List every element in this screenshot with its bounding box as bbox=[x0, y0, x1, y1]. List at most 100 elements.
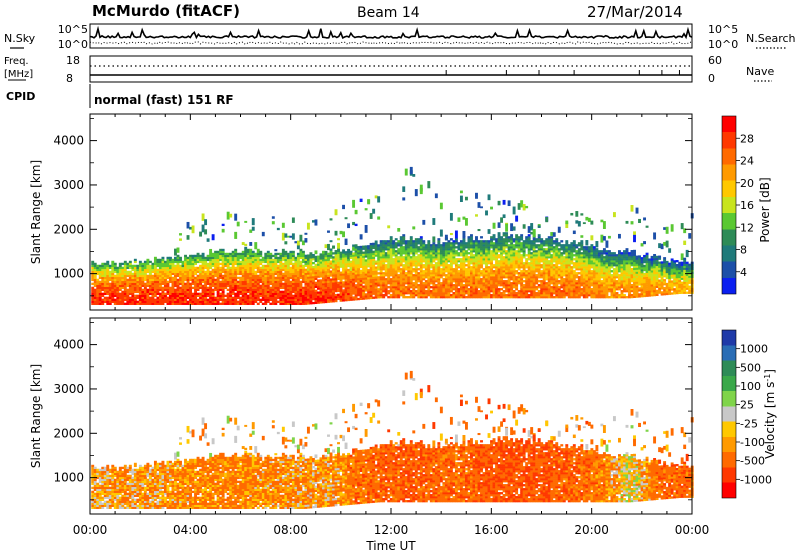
power-cell bbox=[447, 280, 450, 282]
power-cell bbox=[312, 268, 315, 270]
power-cell bbox=[169, 295, 172, 297]
power-cell bbox=[390, 258, 393, 260]
power-cell bbox=[367, 249, 370, 251]
power-cell bbox=[347, 249, 350, 251]
power-cell bbox=[129, 291, 132, 293]
power-cell bbox=[347, 263, 350, 265]
power-cell bbox=[116, 277, 119, 279]
power-cell bbox=[141, 281, 144, 283]
power-cell bbox=[488, 294, 491, 296]
power-cell bbox=[202, 277, 205, 279]
power-cell bbox=[227, 283, 230, 285]
power-cell bbox=[410, 262, 413, 264]
power-cell bbox=[533, 258, 536, 260]
power-cell bbox=[204, 291, 207, 293]
power-cell bbox=[154, 295, 157, 297]
power-cell bbox=[508, 278, 511, 280]
power-cell bbox=[553, 286, 556, 288]
power-cell bbox=[124, 293, 127, 295]
power-cell bbox=[485, 262, 488, 264]
power-scatter-cell bbox=[530, 232, 533, 235]
power-cell bbox=[548, 294, 551, 296]
power-cell bbox=[392, 246, 395, 248]
power-cell bbox=[382, 262, 385, 264]
power-cell bbox=[146, 281, 149, 283]
power-cell bbox=[189, 295, 192, 297]
power-cell bbox=[367, 261, 370, 263]
power-cell bbox=[553, 246, 556, 248]
power-cell bbox=[390, 280, 393, 282]
power-cell bbox=[457, 296, 460, 298]
power-cell bbox=[392, 268, 395, 270]
power-cell bbox=[350, 267, 353, 269]
power-cell bbox=[397, 286, 400, 288]
power-cell bbox=[367, 297, 370, 299]
power-cell bbox=[520, 284, 523, 286]
power-cell bbox=[442, 248, 445, 250]
power-cell bbox=[292, 277, 295, 279]
power-cell bbox=[187, 261, 190, 263]
power-cell bbox=[520, 250, 523, 252]
power-cell bbox=[540, 276, 543, 278]
power-cell bbox=[99, 303, 102, 305]
power-cell bbox=[299, 291, 302, 293]
power-cell bbox=[340, 291, 343, 293]
power-cell bbox=[124, 297, 127, 299]
power-cell bbox=[282, 291, 285, 293]
power-cell bbox=[540, 254, 543, 256]
power-cell bbox=[520, 242, 523, 244]
power-cell bbox=[249, 289, 252, 291]
power-cell bbox=[457, 248, 460, 250]
power-cell bbox=[154, 257, 157, 259]
power-cell bbox=[445, 292, 448, 294]
power-cell bbox=[237, 267, 240, 269]
power-cell bbox=[400, 252, 403, 254]
power-cell bbox=[194, 261, 197, 263]
power-cell bbox=[420, 240, 423, 242]
power-cell bbox=[314, 270, 317, 272]
power-cell bbox=[518, 274, 521, 276]
power-cell bbox=[284, 275, 287, 277]
power-cell bbox=[124, 287, 127, 289]
power-cell bbox=[219, 259, 222, 261]
power-cell bbox=[134, 299, 137, 301]
power-cell bbox=[370, 279, 373, 281]
power-cell bbox=[332, 290, 335, 292]
power-cell bbox=[465, 244, 468, 246]
power-cell bbox=[462, 278, 465, 280]
power-cell bbox=[563, 268, 566, 270]
power-cell bbox=[528, 238, 531, 240]
power-cell bbox=[445, 280, 448, 282]
power-cell bbox=[420, 262, 423, 264]
power-cell bbox=[560, 270, 563, 272]
power-cell bbox=[462, 294, 465, 296]
power-cell bbox=[317, 262, 320, 264]
power-cell bbox=[214, 299, 217, 301]
power-cell bbox=[111, 293, 114, 295]
power-cell bbox=[192, 279, 195, 281]
power-cell bbox=[465, 274, 468, 276]
power-cell bbox=[332, 268, 335, 270]
power-cell bbox=[540, 240, 543, 242]
power-cell bbox=[462, 266, 465, 268]
power-cell bbox=[372, 293, 375, 295]
power-cell bbox=[397, 274, 400, 276]
power-cell bbox=[340, 278, 343, 280]
power-cell bbox=[500, 262, 503, 264]
power-cell bbox=[362, 286, 365, 288]
power-cell bbox=[518, 260, 521, 262]
power-cell bbox=[390, 250, 393, 252]
power-cell bbox=[252, 297, 255, 299]
power-cell bbox=[568, 278, 571, 280]
power-cell bbox=[568, 248, 571, 250]
power-cell bbox=[340, 260, 343, 262]
power-cell bbox=[400, 248, 403, 250]
power-cell bbox=[440, 272, 443, 274]
power-cell bbox=[317, 286, 320, 288]
power-cell bbox=[385, 284, 388, 286]
power-cell bbox=[149, 293, 152, 295]
power-cell bbox=[247, 277, 250, 279]
power-cell bbox=[184, 297, 187, 299]
power-cell bbox=[149, 281, 152, 283]
power-cell bbox=[111, 283, 114, 285]
